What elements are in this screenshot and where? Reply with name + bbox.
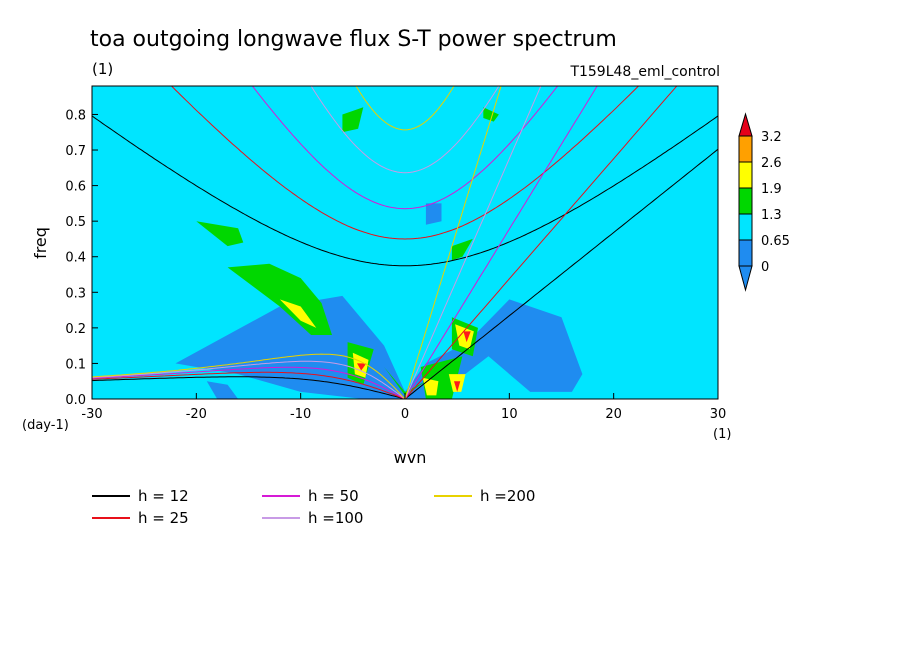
inertia-gravity-curve-h200 [355,86,455,131]
plot-background [92,86,718,399]
inertia-gravity-curve-h12 [92,115,718,267]
shaded-region-low-0 [175,295,583,399]
legend-label: h =200 [480,487,535,505]
legend: h = 12 h = 25 h = 50 h =100 h =200 [92,487,535,527]
kelvin-curve-h100 [404,86,542,399]
colorbar-level-label: 1.9 [761,182,782,197]
shaded-region-high-14 [455,324,474,350]
shaded-region-mid-4 [196,221,244,247]
colorbar-under-arrow [738,265,753,292]
shaded-region-peak-18 [463,331,471,343]
colorbar-level-label: 0.65 [761,234,790,249]
colorbar-level-label: 0 [761,260,769,275]
x-tick-label: -20 [186,407,207,422]
x-tick-label: 30 [710,407,727,422]
y-tick-label: 0.2 [65,322,86,337]
y-tick-label: 0.3 [65,286,86,301]
chart-subtitle-right: T159L48_eml_control [569,64,720,80]
shaded-regions [175,107,583,399]
axis-ticks: -30 -20 -10 0 10 20 30 0.0 0.1 0.2 0.3 0.4 0.5 0.6 0.7… [65,108,726,422]
legend-label: h =100 [308,509,363,527]
rossby-curve-h100 [92,360,406,399]
y-tick-label: 0.5 [65,215,86,230]
legend-label: h = 25 [138,509,189,527]
x-axis-label: wvn [394,448,427,467]
kelvin-curve-h12 [404,148,718,399]
y-tick-label: 0.0 [65,393,86,408]
colorbar-level-label: 1.3 [761,208,782,223]
x-tick-label: -10 [290,407,311,422]
colorbar-segment [738,187,753,215]
colorbar-level-label: 2.6 [761,156,782,171]
x-tick-label: 0 [401,407,409,422]
shaded-region-mid-10 [342,107,364,133]
shaded-region-high-12 [279,299,317,328]
rossby-curve-h200 [92,353,406,399]
chart-title: toa outgoing longwave flux S-T power spe… [90,27,617,52]
shaded-region-mid-6 [384,367,426,396]
inertia-gravity-curve-h100 [310,86,500,174]
chart-subtitle-left: (1) [92,60,113,78]
rossby-curve-h12 [92,376,406,399]
y-tick-label: 0.6 [65,180,86,195]
legend-label: h = 12 [138,487,189,505]
colorbar-over-arrow [738,112,753,137]
shaded-region-mid-11 [483,107,499,122]
x-tick-label: 20 [605,407,622,422]
y-tick-label: 0.4 [65,251,86,266]
legend-label: h = 50 [308,487,359,505]
kelvin-curve-h200 [404,86,502,399]
colorbar-segment [738,135,753,163]
y-tick-label: 0.1 [65,357,86,372]
shaded-region-peak-19 [454,381,461,392]
shaded-region-low-1 [206,381,239,399]
colorbar-segment [738,239,753,267]
rossby-curve-h25 [92,371,406,399]
inertia-gravity-curve-h50 [251,86,559,210]
colorbar-level-label: 3.2 [761,130,782,145]
colorbar-segment [738,213,753,241]
kelvin-curve-h50 [404,86,598,399]
x-tick-label: -30 [81,407,102,422]
colorbar: 0 0.65 1.3 1.9 2.6 3.2 [738,112,790,292]
shaded-region-low-2 [425,203,442,225]
shaded-region-peak-17 [357,363,367,371]
y-tick-label: 0.7 [65,144,86,159]
y-unit-label: (day-1) [22,418,69,433]
y-tick-label: 0.8 [65,108,86,123]
kelvin-curve-h25 [404,86,678,399]
x-tick-label: 10 [501,407,518,422]
colorbar-segment [738,161,753,189]
rossby-curve-h50 [92,366,406,399]
plot-area: -30 -20 -10 0 10 20 30 0.0 0.1 0.2 0.3 0.4 0.5 0.6 0.7… [65,85,726,422]
inertia-gravity-curve-h25 [170,86,640,240]
dispersion-curves [92,86,718,399]
x-unit-label: (1) [713,427,731,442]
y-axis-label: freq [31,227,50,259]
shaded-region-mid-9 [451,238,473,261]
